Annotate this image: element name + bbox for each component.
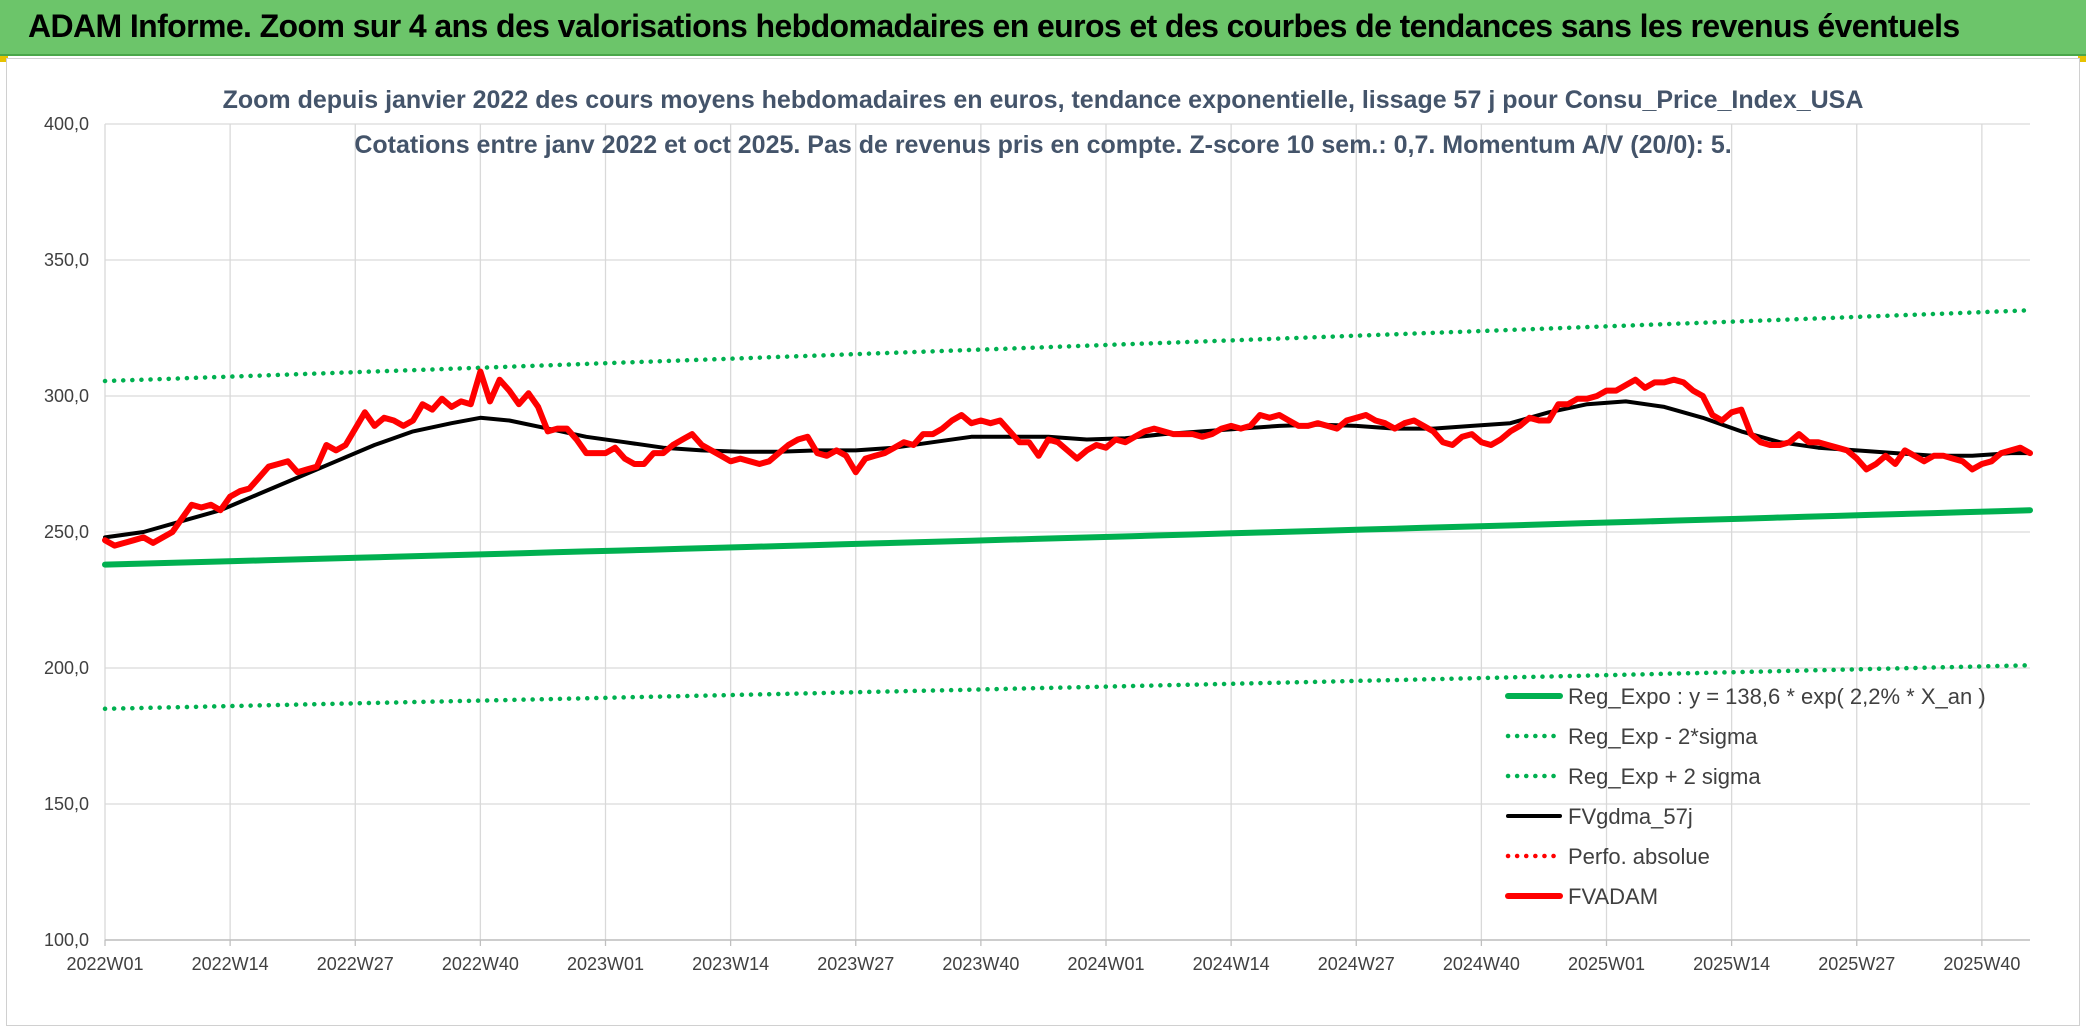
- x-tick-label: 2023W27: [817, 954, 894, 974]
- corner-mark-right: [2078, 56, 2086, 62]
- x-axis: 2022W01 2022W14 2022W27 2022W40 2023W01 2023W…: [66, 954, 2020, 974]
- x-tick-label: 2022W40: [442, 954, 519, 974]
- corner-mark-left: [0, 56, 8, 62]
- x-tick-label: 2024W27: [1318, 954, 1395, 974]
- y-tick-label: 350,0: [44, 250, 89, 270]
- y-tick-label: 300,0: [44, 386, 89, 406]
- legend-label: Reg_Expo : y = 138,6 * exp( 2,2% * X_an …: [1568, 684, 1986, 709]
- x-tick-label: 2024W01: [1067, 954, 1144, 974]
- legend-label: Perfo. absolue: [1568, 844, 1710, 869]
- x-tick-label: 2022W14: [192, 954, 269, 974]
- x-tick-label: 2023W01: [567, 954, 644, 974]
- legend-label: Reg_Exp - 2*sigma: [1568, 724, 1758, 749]
- x-tick-label: 2024W40: [1443, 954, 1520, 974]
- x-tick-label: 2025W14: [1693, 954, 1770, 974]
- report-header: ADAM Informe. Zoom sur 4 ans des valoris…: [0, 0, 2086, 56]
- x-tick-label: 2025W40: [1943, 954, 2020, 974]
- x-tick-label: 2023W14: [692, 954, 769, 974]
- y-tick-label: 250,0: [44, 522, 89, 542]
- y-tick-label: 400,0: [44, 114, 89, 134]
- legend-label: FVADAM: [1568, 884, 1658, 909]
- legend-label: FVgdma_57j: [1568, 804, 1693, 829]
- x-tick-label: 2024W14: [1193, 954, 1270, 974]
- series-layer: [102, 308, 2033, 712]
- legend-label: Reg_Exp + 2 sigma: [1568, 764, 1761, 789]
- x-tick-label: 2023W40: [942, 954, 1019, 974]
- x-tick-label: 2025W27: [1818, 954, 1895, 974]
- chart-area: [6, 58, 2080, 1026]
- series-line-reg-exp-2-sigma: [102, 308, 2033, 384]
- chart-subtitle: Cotations entre janv 2022 et oct 2025. P…: [354, 131, 1731, 159]
- y-tick-label: 150,0: [44, 794, 89, 814]
- report-title: ADAM Informe. Zoom sur 4 ans des valoris…: [28, 8, 1960, 44]
- series-line-reg-exp-2-sigma: [102, 663, 2033, 712]
- series-line-reg-expo-y-138-6-exp-2-2-x-an: [102, 507, 2033, 568]
- series-line-fvgdma-57j: [103, 399, 2032, 540]
- x-tick-label: 2022W01: [66, 954, 143, 974]
- y-axis: 100,0 150,0 200,0 250,0 300,0 350,0 400,0: [44, 114, 89, 950]
- x-tick-label: 2022W27: [317, 954, 394, 974]
- x-tick-label: 2025W01: [1568, 954, 1645, 974]
- y-tick-label: 200,0: [44, 658, 89, 678]
- legend: Reg_Expo : y = 138,6 * exp( 2,2% * X_an …: [1505, 684, 1986, 909]
- chart-title: Zoom depuis janvier 2022 des cours moyen…: [223, 86, 1864, 114]
- series-line-fvadam: [102, 368, 2033, 549]
- y-tick-label: 100,0: [44, 930, 89, 950]
